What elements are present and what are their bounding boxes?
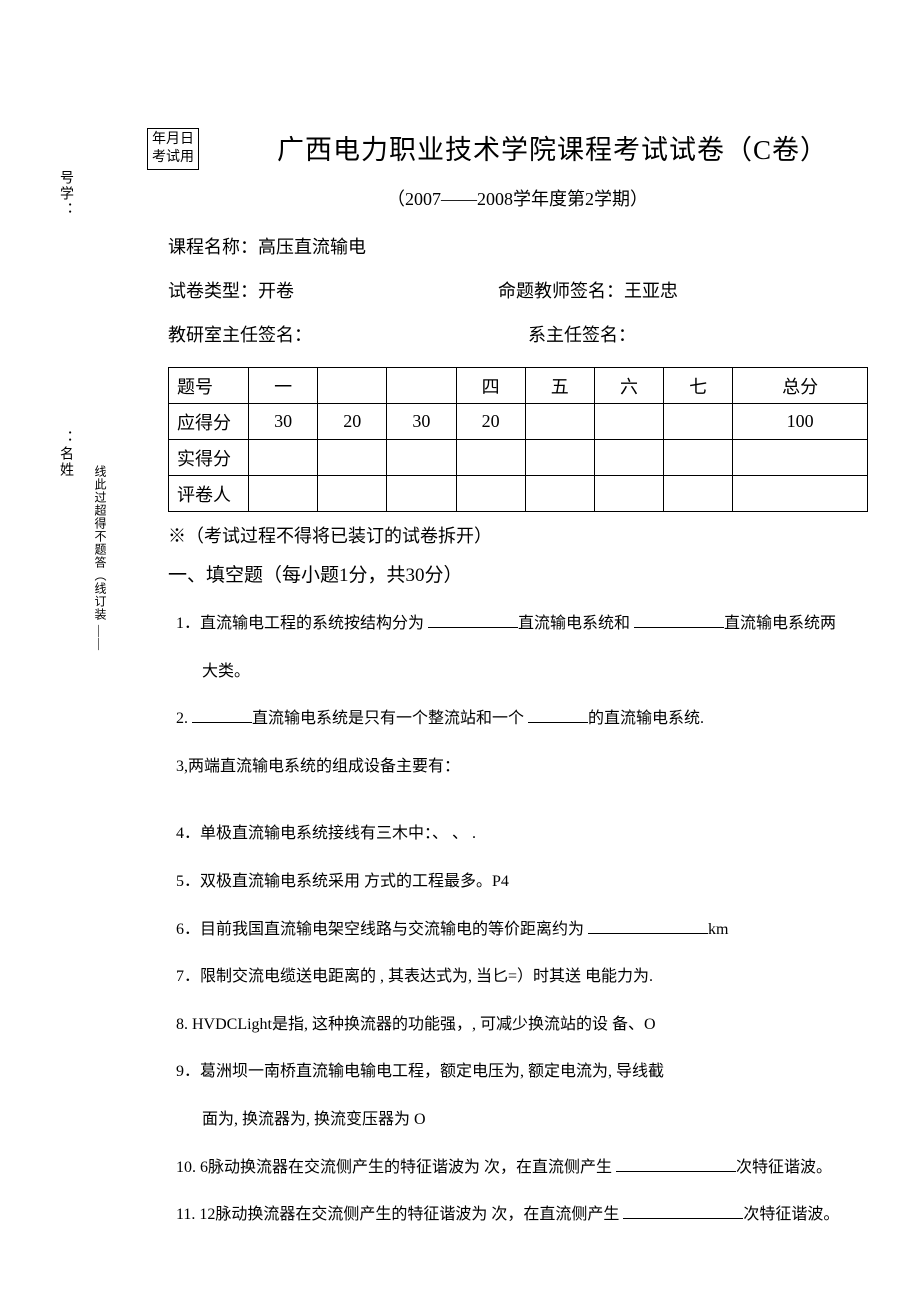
- question-6: 6．目前我国直流输电架空线路与交流输电的等价距离约为 km: [160, 917, 875, 943]
- table-row-actual: 实得分: [169, 440, 868, 476]
- score-table: 题号 一 四 五 六 七 总分 应得分 30 20 30 20 100 实得分 …: [168, 367, 868, 512]
- question-1: 1．直流输电工程的系统按结构分为 直流输电系统和 直流输电系统两: [160, 611, 875, 637]
- col-2: [318, 368, 387, 404]
- question-9: 9．葛洲坝一南桥直流输电输电工程，额定电压为, 额定电流为, 导线截: [160, 1059, 875, 1085]
- dean-label: 系主任签名：: [528, 325, 636, 345]
- course-value: 高压直流输电: [258, 237, 366, 257]
- row-label: 实得分: [169, 440, 249, 476]
- col-6: 六: [594, 368, 663, 404]
- question-3: 3,两端直流输电系统的组成设备主要有：: [160, 754, 875, 780]
- paper-type-label: 试卷类型：: [168, 281, 258, 301]
- question-1-cont: 大类。: [160, 659, 875, 685]
- paper-type-value: 开卷: [258, 281, 294, 301]
- score-cell: 30: [249, 404, 318, 440]
- course-row: 课程名称：高压直流输电: [160, 233, 875, 259]
- exam-subtitle: （2007——2008学年度第2学期）: [160, 185, 875, 211]
- score-cell: 30: [387, 404, 456, 440]
- col-total: 总分: [733, 368, 868, 404]
- question-8: 8. HVDCLight是指, 这种换流器的功能强，, 可减少换流站的设 备、O: [160, 1012, 875, 1038]
- sidebar-name: ：名姓: [55, 430, 75, 478]
- table-row-max: 应得分 30 20 30 20 100: [169, 404, 868, 440]
- exam-title: 广西电力职业技术学院课程考试试卷（C卷）: [230, 128, 875, 167]
- main-content: 广西电力职业技术学院课程考试试卷（C卷） （2007——2008学年度第2学期）…: [160, 128, 875, 1250]
- score-cell: [525, 404, 594, 440]
- score-cell: 20: [456, 404, 525, 440]
- score-cell: 20: [318, 404, 387, 440]
- sidebar-student-id: 号学：: [55, 170, 75, 218]
- course-label: 课程名称：: [168, 237, 258, 257]
- question-7: 7．限制交流电缆送电距离的 , 其表达式为, 当匕=）时其送 电能力为.: [160, 964, 875, 990]
- score-cell: [594, 404, 663, 440]
- binding-line-text: 线此过超得不题答（线订装 ——: [92, 465, 109, 651]
- question-5: 5．双极直流输电系统采用 方式的工程最多。P4: [160, 869, 875, 895]
- row-label: 题号: [169, 368, 249, 404]
- question-11: 11. 12脉动换流器在交流侧产生的特征谐波为 次，在直流侧产生 次特征谐波。: [160, 1202, 875, 1228]
- row-label: 评卷人: [169, 476, 249, 512]
- section-1-title: 一、填空题（每小题1分，共30分）: [160, 560, 875, 587]
- col-3: [387, 368, 456, 404]
- table-row-grader: 评卷人: [169, 476, 868, 512]
- row-label: 应得分: [169, 404, 249, 440]
- score-total: 100: [733, 404, 868, 440]
- col-1: 一: [249, 368, 318, 404]
- col-4: 四: [456, 368, 525, 404]
- signature-row: 教研室主任签名： 系主任签名：: [160, 321, 875, 347]
- score-cell: [664, 404, 733, 440]
- dept-label: 教研室主任签名：: [168, 325, 312, 345]
- col-5: 五: [525, 368, 594, 404]
- teacher-label: 命题教师签名：: [498, 281, 624, 301]
- exam-note: ※（考试过程不得将已装订的试卷拆开）: [160, 522, 875, 548]
- col-7: 七: [664, 368, 733, 404]
- question-2: 2. 直流输电系统是只有一个整流站和一个 的直流输电系统.: [160, 706, 875, 732]
- question-10: 10. 6脉动换流器在交流侧产生的特征谐波为 次，在直流侧产生 次特征谐波。: [160, 1155, 875, 1181]
- question-9-cont: 面为, 换流器为, 换流变压器为 O: [160, 1107, 875, 1133]
- type-teacher-row: 试卷类型：开卷 命题教师签名：王亚忠: [160, 277, 875, 303]
- question-4: 4．单极直流输电系统接线有三木中：、 、 .: [160, 821, 875, 847]
- table-row-header: 题号 一 四 五 六 七 总分: [169, 368, 868, 404]
- teacher-value: 王亚忠: [624, 281, 678, 301]
